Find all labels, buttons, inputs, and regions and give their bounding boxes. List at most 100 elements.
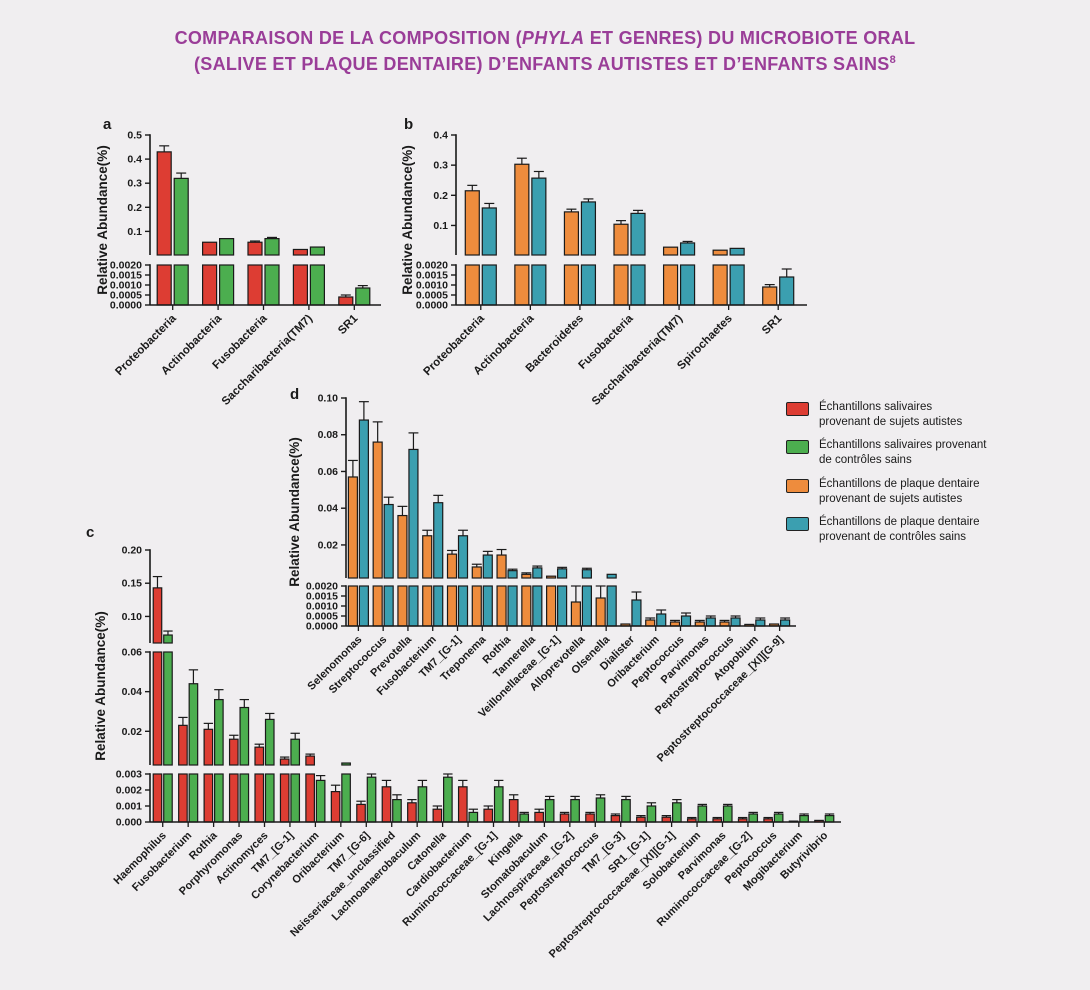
bar-green [672, 802, 682, 823]
bar-red [178, 724, 188, 766]
y-tick-label: 0.10 [318, 393, 339, 405]
y-tick-label: 0.000 [116, 817, 142, 829]
bar-green [392, 799, 402, 823]
legend-label: Échantillons salivaires provenant de con… [819, 439, 987, 467]
y-tick-label: 0.0000 [110, 300, 142, 312]
figure-title-line2: (SALIVE ET PLAQUE DENTAIRE) D’ENFANTS AU… [0, 52, 1090, 78]
panel-c-letter: c [86, 524, 95, 541]
bar-orange [514, 163, 530, 256]
y-tick-label: 0.10 [122, 611, 143, 623]
bar-red [292, 264, 308, 306]
bar-orange [496, 554, 507, 579]
legend-item-saliva-healthy: Échantillons salivaires provenant de con… [786, 438, 1086, 467]
panel-b-letter: b [404, 116, 414, 133]
y-tick-label: 0.2 [433, 190, 448, 202]
bar-green [309, 264, 325, 306]
y-axis-title: Relative Abundance(%) [287, 437, 302, 587]
y-tick-label: 0.1 [127, 226, 142, 238]
bar-red [156, 151, 172, 256]
bar-green [264, 238, 280, 256]
y-tick-label: 0.3 [127, 178, 142, 190]
bar-green [264, 718, 275, 766]
panel-b-chart: ProteobacteriaActinobacteriaBacteroidete… [400, 130, 807, 408]
bar-orange [762, 286, 778, 306]
bar-green [239, 706, 250, 766]
bar-teal [606, 573, 617, 579]
bar-red [356, 803, 366, 823]
panel-a-chart: ProteobacteriaActinobacteriaFusobacteria… [95, 130, 381, 408]
bar-green [214, 773, 224, 823]
bar-red [254, 746, 265, 766]
bar-green [748, 813, 759, 823]
y-tick-label: 0.0005 [110, 290, 142, 302]
bar-red [152, 773, 163, 823]
bar-teal [580, 201, 597, 256]
bar-orange [464, 264, 480, 306]
bar-teal [580, 264, 597, 306]
bar-red [610, 815, 621, 823]
title-reference-superscript: 8 [889, 53, 896, 66]
bar-teal [358, 419, 369, 579]
legend-label: Échantillons de plaque dentaire provenan… [819, 477, 980, 505]
bar-red [152, 651, 163, 766]
y-tick-label: 0.001 [116, 801, 142, 813]
y-tick-label: 0.0015 [306, 591, 338, 603]
bar-teal [481, 207, 497, 256]
bar-green [646, 805, 657, 823]
bar-red [338, 296, 354, 306]
bar-orange [471, 566, 482, 579]
title-text: COMPARAISON DE LA COMPOSITION ( [174, 28, 522, 48]
bar-orange [563, 211, 580, 256]
y-tick-label: 0.02 [318, 539, 339, 551]
bar-red [292, 248, 308, 256]
bar-red [203, 773, 214, 823]
bar-teal [457, 535, 469, 579]
bar-teal [481, 264, 497, 306]
y-tick-label: 0.0005 [416, 290, 448, 302]
bar-green [355, 287, 371, 306]
bar-green [595, 797, 606, 823]
panel-c-chart: HaemophilusFusobacteriumRothiaPorphyromo… [93, 545, 841, 960]
y-tick-label: 0.0020 [306, 581, 338, 593]
bar-green [309, 246, 325, 256]
bar-orange [712, 249, 728, 256]
panel-d-chart: SelenomonasStreptococcusPrevotellaFusoba… [287, 393, 796, 764]
bar-green [519, 813, 530, 823]
bar-orange [546, 575, 557, 579]
bar-red [381, 786, 392, 823]
bar-orange [514, 264, 530, 306]
y-tick-label: 0.0000 [416, 300, 448, 312]
bar-red [228, 738, 239, 766]
bar-red [585, 813, 595, 823]
bar-green [366, 776, 377, 823]
y-tick-label: 0.5 [127, 130, 142, 142]
panel-a-letter: a [103, 116, 112, 133]
bar-red [201, 264, 218, 306]
bar-red [254, 773, 265, 823]
y-tick-label: 0.4 [127, 154, 142, 166]
legend-item-plaque-healthy: Échantillons de plaque dentaire provenan… [786, 515, 1086, 544]
legend-label: Échantillons de plaque dentaire provenan… [819, 516, 980, 544]
bar-green [621, 799, 631, 823]
y-tick-label: 0.0005 [306, 611, 338, 623]
figure-title-line1: COMPARAISON DE LA COMPOSITION (PHYLA ET … [0, 26, 1090, 52]
bar-teal [729, 264, 745, 306]
bar-teal [557, 568, 568, 579]
y-tick-label: 0.4 [433, 130, 448, 142]
bar-green [188, 683, 199, 766]
bar-green [544, 799, 555, 823]
bar-green [443, 776, 453, 823]
bar-teal [679, 264, 696, 306]
y-tick-label: 0.20 [122, 545, 143, 557]
legend-label: Échantillons salivaires provenant de suj… [819, 401, 963, 428]
bar-red [156, 264, 172, 306]
category-label: SR1 [336, 312, 361, 337]
bar-green [163, 773, 173, 823]
legend-swatch-red [786, 402, 809, 416]
y-tick-label: 0.002 [116, 785, 142, 797]
bar-green [219, 264, 235, 306]
bar-green [219, 238, 235, 256]
legend: Échantillons salivaires provenant de suj… [786, 400, 1086, 554]
bar-red [330, 791, 341, 823]
bar-teal [531, 264, 547, 306]
